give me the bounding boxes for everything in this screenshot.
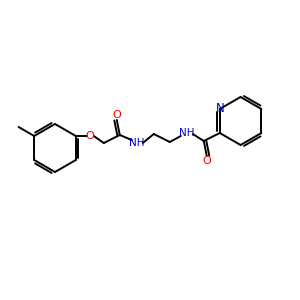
Text: NH: NH <box>179 128 194 138</box>
Text: O: O <box>202 156 211 166</box>
Text: O: O <box>112 110 121 120</box>
Text: N: N <box>215 103 224 116</box>
Text: O: O <box>85 131 94 141</box>
Text: NH: NH <box>129 138 145 148</box>
